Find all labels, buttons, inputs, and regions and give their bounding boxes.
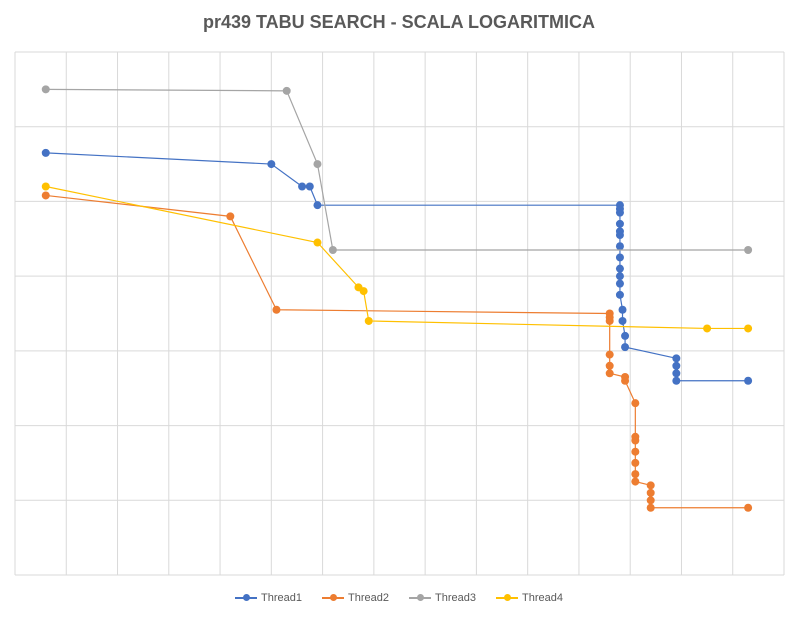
data-point <box>631 447 640 456</box>
legend-swatch <box>495 594 518 602</box>
data-point <box>631 399 640 408</box>
gridlines <box>14 51 785 576</box>
series-layer <box>41 85 753 512</box>
data-point <box>605 361 614 370</box>
data-point <box>313 238 322 247</box>
legend-item: Thread1 <box>235 592 302 604</box>
chart-title: pr439 TABU SEARCH - SCALA LOGARITMICA <box>202 12 595 32</box>
data-point <box>744 324 753 333</box>
data-point <box>298 182 307 191</box>
data-point <box>744 503 753 512</box>
data-point <box>313 160 322 169</box>
data-point <box>615 272 624 281</box>
data-point <box>672 369 681 378</box>
series-thread2 <box>41 191 753 512</box>
data-point <box>615 208 624 217</box>
series-line <box>45 152 749 382</box>
data-point <box>615 264 624 273</box>
data-point <box>646 496 655 505</box>
data-point <box>646 481 655 490</box>
data-point <box>282 86 291 95</box>
data-point <box>226 212 235 221</box>
legend-label: Thread1 <box>261 592 303 604</box>
legend-label: Thread4 <box>521 592 563 604</box>
data-point <box>615 242 624 251</box>
data-point <box>621 331 630 340</box>
data-point <box>615 253 624 262</box>
data-point <box>359 287 368 296</box>
legend-label: Thread2 <box>348 592 389 604</box>
series-thread4 <box>41 182 753 333</box>
data-point <box>41 182 50 191</box>
data-point <box>672 361 681 370</box>
data-point <box>618 305 627 314</box>
legend-label: Thread3 <box>435 592 476 604</box>
data-point <box>615 219 624 228</box>
data-point <box>703 324 712 333</box>
legend-item: Thread2 <box>322 592 389 604</box>
data-point <box>631 477 640 486</box>
data-point <box>605 316 614 325</box>
legend-item: Thread4 <box>495 592 563 604</box>
series-line <box>45 88 749 251</box>
data-point <box>621 376 630 385</box>
data-point <box>615 279 624 288</box>
data-point <box>305 182 314 191</box>
data-point <box>631 470 640 479</box>
series-line <box>45 185 749 330</box>
data-point <box>313 201 322 210</box>
data-point <box>672 354 681 363</box>
data-point <box>744 376 753 385</box>
series-line <box>45 194 749 509</box>
data-point <box>672 376 681 385</box>
series-thread3 <box>41 85 753 254</box>
legend: Thread1 Thread2 Thread3 Thread4 <box>0 592 798 604</box>
data-point <box>41 148 50 157</box>
legend-item: Thread3 <box>409 592 476 604</box>
data-point <box>615 290 624 299</box>
data-point <box>605 350 614 359</box>
data-point <box>272 305 281 314</box>
data-point <box>646 503 655 512</box>
data-point <box>41 85 50 94</box>
legend-swatch <box>322 594 345 602</box>
data-point <box>621 343 630 352</box>
data-point <box>364 316 373 325</box>
data-point <box>744 245 753 254</box>
data-point <box>618 316 627 325</box>
legend-swatch <box>235 594 258 602</box>
data-point <box>328 245 337 254</box>
legend-swatch <box>409 594 431 602</box>
data-point <box>605 369 614 378</box>
data-point <box>41 191 50 200</box>
data-point <box>646 488 655 497</box>
series-thread1 <box>41 148 753 385</box>
data-point <box>615 231 624 240</box>
data-point <box>267 160 276 169</box>
data-point <box>631 436 640 445</box>
data-point <box>631 458 640 467</box>
